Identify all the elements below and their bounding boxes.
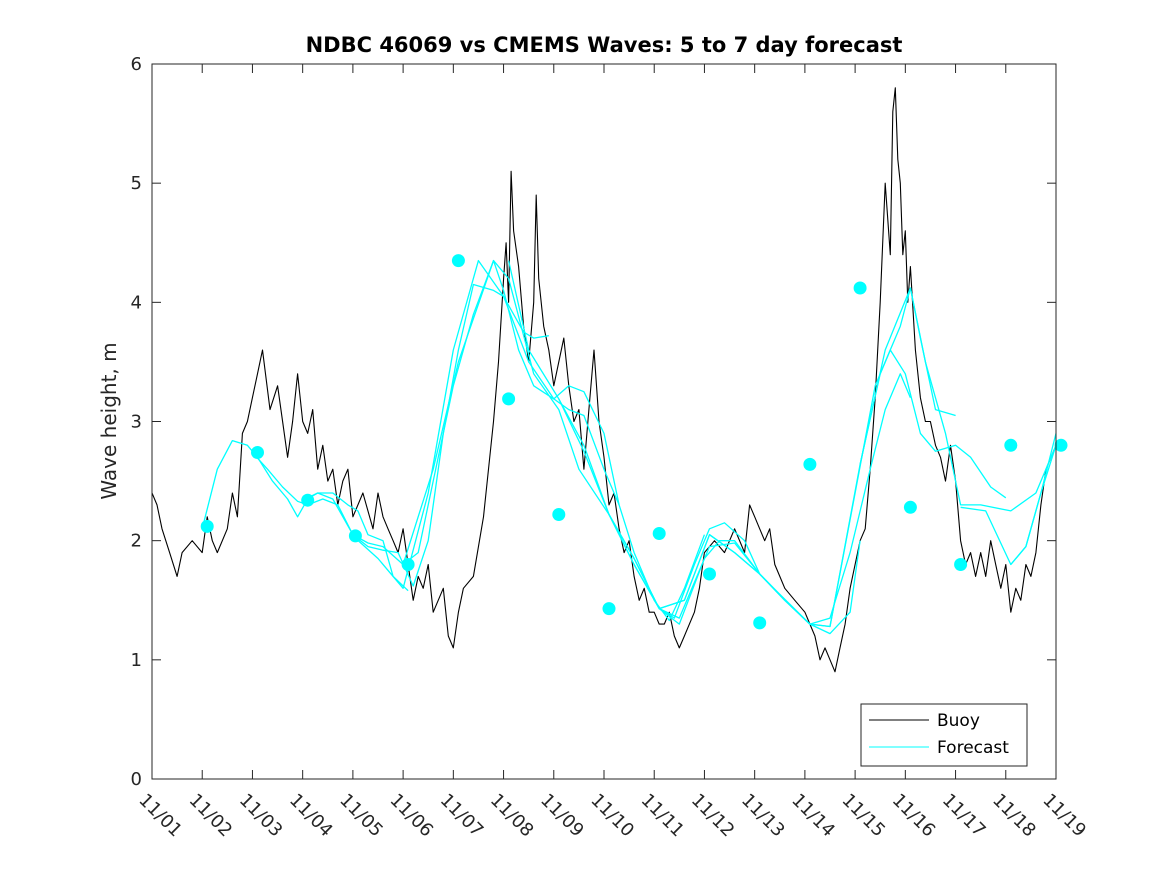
series-layer	[152, 87, 1056, 673]
y-axis-label: Wave height, m	[97, 342, 121, 499]
forecast-marker	[1054, 438, 1068, 452]
x-tick-label: 11/15	[838, 790, 890, 842]
x-tick-label: 11/16	[888, 790, 940, 842]
chart-title: NDBC 46069 vs CMEMS Waves: 5 to 7 day fo…	[306, 33, 903, 57]
x-tick-label: 11/04	[285, 790, 337, 842]
marker-layer	[200, 254, 1068, 630]
forecast-marker	[552, 508, 566, 521]
x-tick-label: 11/01	[134, 790, 186, 842]
forecast-marker	[703, 567, 716, 581]
x-tick-label: 11/09	[536, 790, 588, 842]
forecast-marker	[903, 500, 917, 514]
y-tick-label: 0	[131, 769, 142, 790]
forecast-marker	[803, 457, 817, 471]
forecast-marker	[753, 616, 767, 630]
legend-box	[860, 703, 1028, 767]
forecast-marker	[451, 254, 465, 268]
forecast-series-line-11	[859, 287, 1056, 512]
y-tick-label: 3	[131, 412, 142, 433]
forecast-marker	[401, 558, 415, 571]
forecast-series-line-6	[507, 260, 811, 625]
plot-area	[152, 64, 1056, 779]
x-tick-label: 11/18	[988, 790, 1040, 842]
forecast-marker	[348, 529, 362, 543]
legend-label-forecast: Forecast	[937, 738, 1009, 758]
forecast-marker	[301, 493, 315, 507]
y-tick-label: 2	[131, 531, 142, 552]
forecast-marker	[1004, 438, 1018, 452]
plot-frame	[151, 63, 1057, 780]
forecast-marker	[200, 519, 214, 533]
x-tick-label: 11/13	[737, 790, 789, 842]
y-tick-label: 4	[131, 292, 142, 313]
x-tick-label: 11/10	[586, 790, 638, 842]
forecast-marker	[251, 446, 264, 459]
legend-label-buoy: Buoy	[937, 711, 980, 731]
forecast-marker	[853, 281, 867, 295]
x-tick-label: 11/07	[436, 790, 488, 842]
forecast-series-line-5	[402, 259, 761, 625]
x-tick-label: 11/06	[386, 790, 438, 842]
x-tick-label: 11/02	[185, 790, 237, 842]
forecast-marker	[652, 527, 666, 540]
forecast-series-line-10	[809, 287, 956, 628]
buoy-series-line	[152, 87, 1056, 673]
forecast-marker	[602, 602, 616, 616]
forecast-marker	[954, 558, 968, 571]
x-tick-label: 11/19	[1038, 790, 1090, 842]
y-tick-label: 5	[131, 173, 142, 194]
x-tick-label: 11/12	[687, 790, 739, 842]
x-tick-label: 11/08	[486, 790, 538, 842]
x-tick-label: 11/14	[787, 790, 839, 842]
x-tick-label: 11/03	[235, 790, 287, 842]
legend: Buoy Forecast	[860, 703, 1028, 767]
y-tick-label: 6	[131, 54, 142, 75]
forecast-marker	[502, 392, 516, 406]
x-tick-label: 11/17	[938, 790, 990, 842]
forecast-series-line-13	[1010, 443, 1056, 565]
y-tick-label: 1	[131, 650, 142, 671]
x-tick-label: 11/05	[335, 790, 387, 842]
y-axis: 0 1 2 3 4 5 6	[131, 54, 1056, 790]
x-tick-label: 11/11	[637, 790, 689, 842]
